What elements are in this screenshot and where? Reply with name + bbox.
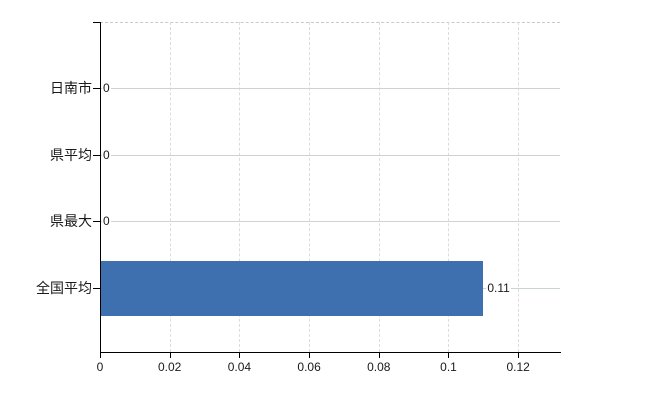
- category-label: 全国平均: [36, 280, 92, 296]
- x-tick-mark: [100, 352, 101, 358]
- x-tick-label: 0.12: [506, 360, 530, 374]
- x-tick-mark: [239, 352, 241, 358]
- v-gridline: [518, 22, 520, 352]
- x-tick-mark: [169, 352, 171, 358]
- v-gridline: [169, 22, 171, 352]
- h-gridline: [100, 88, 560, 89]
- y-tick-mark: [93, 88, 100, 89]
- y-tick-mark: [93, 154, 100, 156]
- value-label: 0: [102, 80, 111, 96]
- y-tick-mark: [93, 288, 100, 289]
- x-axis-line: [100, 352, 561, 353]
- value-label: 0.11: [486, 280, 511, 296]
- plot-top-border: [100, 22, 560, 23]
- x-tick-mark: [309, 352, 311, 358]
- x-tick-mark: [518, 352, 520, 358]
- category-label: 県最大: [50, 213, 92, 230]
- x-tick-label: 0.02: [158, 360, 182, 374]
- x-tick-mark: [448, 352, 450, 358]
- v-gridline: [448, 22, 450, 352]
- x-tick-label: 0.08: [367, 360, 391, 374]
- category-label: 日南市: [50, 80, 92, 96]
- v-gridline: [378, 22, 380, 352]
- y-axis-top-tick: [93, 22, 100, 23]
- x-tick-mark: [378, 352, 380, 358]
- category-label: 県平均: [50, 146, 92, 163]
- bar: [101, 260, 484, 316]
- h-gridline: [100, 221, 560, 223]
- value-label: 0: [102, 146, 111, 163]
- x-tick-label: 0: [96, 360, 104, 374]
- x-tick-label: 0.1: [440, 360, 457, 374]
- v-gridline: [239, 22, 241, 352]
- y-axis-line: [100, 22, 101, 352]
- x-tick-label: 0.06: [297, 360, 321, 374]
- y-tick-mark: [93, 221, 100, 223]
- x-tick-label: 0.04: [227, 360, 252, 374]
- value-label: 0: [102, 213, 111, 230]
- h-gridline: [100, 154, 560, 156]
- v-gridline: [309, 22, 311, 352]
